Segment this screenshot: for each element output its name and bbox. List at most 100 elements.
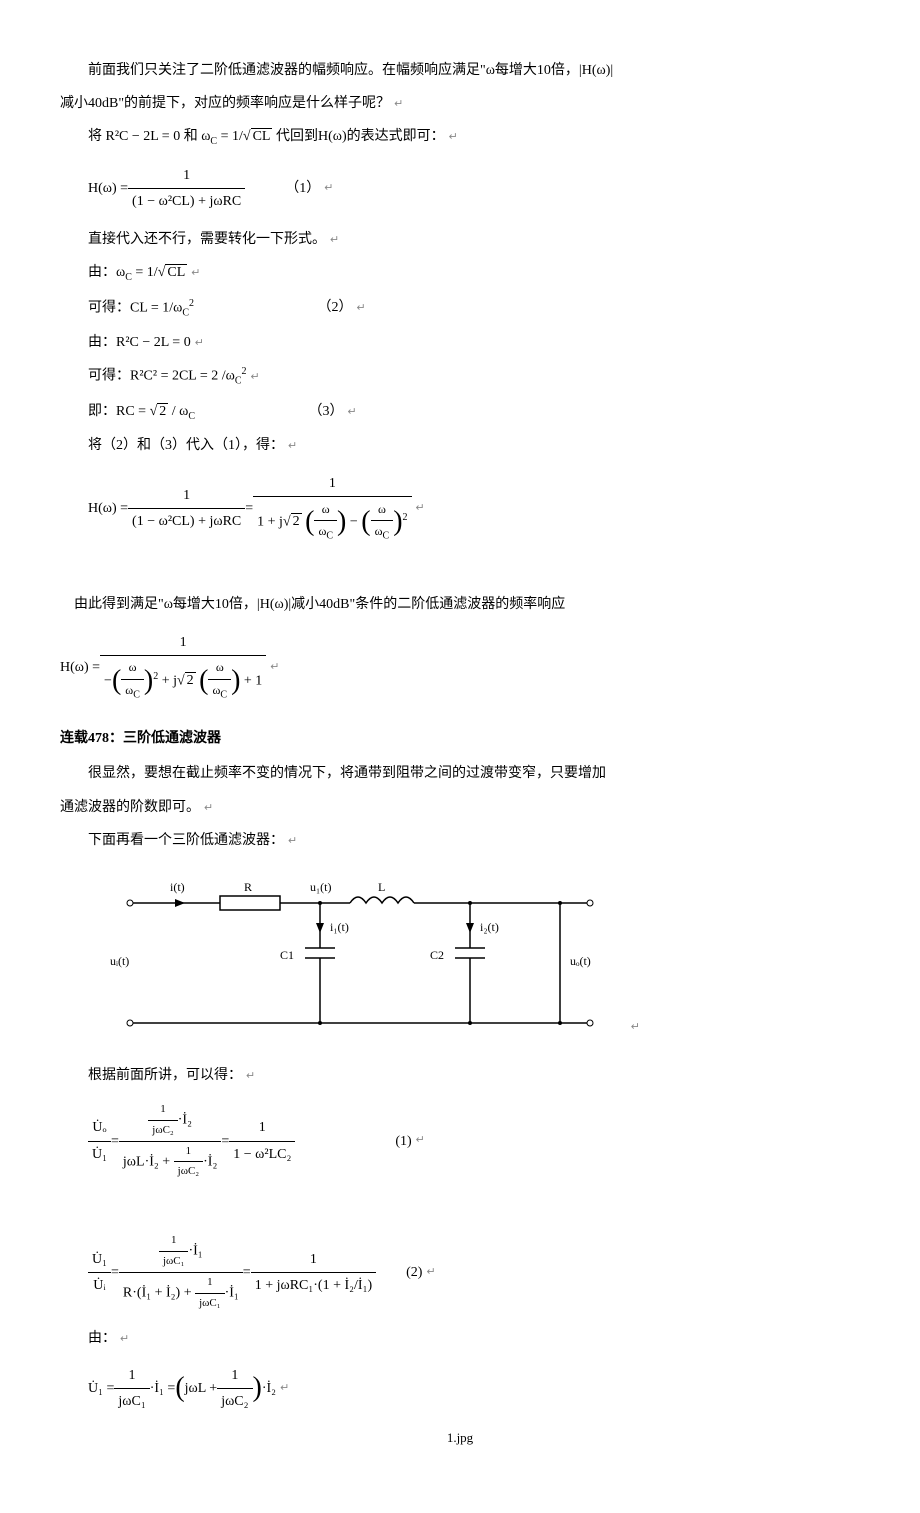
- inner-frac: 1jωC₁: [195, 1273, 224, 1314]
- section-p3: 下面再看一个三阶低通滤波器：↵: [60, 828, 860, 853]
- s: C: [220, 689, 227, 700]
- paren: (: [112, 665, 121, 696]
- return-mark: ↵: [120, 1333, 129, 1345]
- numerator: 1: [128, 163, 245, 189]
- t: ·İ₂: [203, 1154, 217, 1169]
- s: C: [133, 689, 140, 700]
- return-mark: ↵: [330, 234, 339, 246]
- line-3: 可得：CL = 1/ωC2 （2）↵: [60, 295, 860, 322]
- return-mark: ↵: [246, 1070, 255, 1082]
- text: 由：R²C − 2L = 0: [88, 335, 191, 350]
- paren: ): [337, 506, 346, 537]
- line-5: 可得：R²C² = 2CL = 2 /ωC2↵: [60, 363, 860, 390]
- lhs: H(ω) =: [60, 655, 100, 680]
- lhs-frac: U̇₁ U̇ᵢ: [88, 1247, 111, 1298]
- return-mark: ↵: [348, 406, 357, 418]
- label-r: R: [244, 877, 252, 899]
- return-mark: ↵: [191, 267, 200, 279]
- label-uit: uᵢ(t): [110, 951, 129, 973]
- lhs-frac: U̇ₒ U̇₁: [88, 1115, 111, 1166]
- eq-label: (2): [406, 1260, 422, 1285]
- text: 前面我们只关注了二阶低通滤波器的幅频响应。在幅频响应满足"ω每增大10倍，|H(…: [88, 63, 613, 78]
- den: jωL·İ₂ + 1jωC₂·İ₂: [119, 1142, 221, 1183]
- intro-line-3: 将 R²C − 2L = 0 和 ωC = 1/√CL 代回到H(ω)的表达式即…: [60, 124, 860, 151]
- label-it: i(t): [170, 877, 185, 899]
- circuit-svg: [120, 873, 620, 1043]
- mid: ·İ₁ =: [150, 1376, 176, 1401]
- section-title: 连载478：三阶低通滤波器: [60, 726, 860, 751]
- section-p2: 通滤波器的阶数即可。 ↵: [60, 795, 860, 820]
- num: ω: [314, 499, 337, 522]
- text: 将（2）和（3）代入（1），得：: [88, 438, 284, 453]
- paren: ): [231, 665, 240, 696]
- sqrt: CL: [165, 264, 187, 280]
- return-mark: ↵: [288, 440, 297, 452]
- label-l: L: [378, 877, 385, 899]
- rhs-frac: 1 1 + jωRC₁·(1 + İ₂/İ₁): [251, 1247, 376, 1298]
- paren: (: [361, 506, 370, 537]
- text: 1 + j: [257, 514, 283, 529]
- den: 1 + jωRC₁·(1 + İ₂/İ₁): [251, 1273, 376, 1298]
- den: ωC: [371, 521, 394, 545]
- intro-line-1: 前面我们只关注了二阶低通滤波器的幅频响应。在幅频响应满足"ω每增大10倍，|H(…: [60, 58, 860, 83]
- den: jωC₁: [114, 1389, 149, 1414]
- text: 直接代入还不行，需要转化一下形式。: [88, 232, 326, 247]
- d: jωC₂: [148, 1121, 177, 1141]
- n: 1: [159, 1231, 188, 1252]
- denominator: (1 − ω²CL) + jωRC: [128, 189, 245, 214]
- section2-p1: 根据前面所讲，可以得：↵: [60, 1063, 860, 1088]
- t: R·(İ₁ + İ₂) +: [123, 1286, 195, 1301]
- text: 连载478：三阶低通滤波器: [60, 731, 221, 746]
- numerator: 1: [100, 630, 266, 656]
- inner-frac: 1jωC₁: [159, 1231, 188, 1272]
- numerator: 1: [253, 471, 411, 497]
- fraction-2: 1 1 + j√2 (ωωC) − (ωωC)2: [253, 471, 411, 548]
- label-i1t: i₁(t): [330, 917, 349, 939]
- equation-full: H(ω) = 1 (1 − ω²CL) + jωRC = 1 1 + j√2 (…: [60, 471, 860, 548]
- den: R·(İ₁ + İ₂) + 1jωC₁·İ₁: [119, 1273, 243, 1314]
- paren: (: [199, 665, 208, 696]
- return-mark: ↵: [204, 802, 213, 814]
- text: 很显然，要想在截止频率不变的情况下，将通带到阻带之间的过渡带变窄，只要增加: [88, 766, 606, 781]
- n: 1: [174, 1142, 203, 1163]
- d: jωC₁: [159, 1252, 188, 1272]
- t: ·İ₁: [225, 1286, 239, 1301]
- equation-final: H(ω) = 1 −(ωωC)2 + j√2 (ωωC) + 1 ↵: [60, 630, 860, 707]
- text: 由此得到满足"ω每增大10倍，|H(ω)|减小40dB"条件的二阶低通滤波器的频…: [74, 597, 565, 612]
- t: ω: [375, 524, 383, 538]
- return-mark: ↵: [280, 1379, 289, 1399]
- denominator: −(ωωC)2 + j√2 (ωωC) + 1: [100, 656, 266, 706]
- sup: 2: [189, 298, 194, 309]
- sqrt: 2: [291, 513, 302, 529]
- num: U̇₁: [88, 1247, 111, 1273]
- text: 由：: [88, 1331, 116, 1346]
- fraction-1: 1 (1 − ω²CL) + jωRC: [128, 483, 245, 534]
- d: jωC₂: [174, 1162, 203, 1182]
- text: 减小40dB"的前提下，对应的频率响应是什么样子呢？: [60, 96, 390, 111]
- den: ωC: [314, 521, 337, 545]
- eq: =: [111, 1129, 119, 1154]
- num: 1: [217, 1363, 252, 1389]
- equation-s1: U̇ₒ U̇₁ = 1jωC₂·İ₂ jωL·İ₂ + 1jωC₂·İ₂ = 1…: [60, 1100, 860, 1182]
- lhs: U̇₁ =: [88, 1376, 114, 1401]
- denominator: 1 + j√2 (ωωC) − (ωωC)2: [253, 497, 411, 547]
- eq: =: [111, 1260, 119, 1285]
- sub: C: [235, 376, 242, 387]
- text: jωL +: [185, 1376, 218, 1401]
- den: U̇ᵢ: [88, 1273, 111, 1298]
- label-c1: C1: [280, 945, 294, 967]
- num: ω: [121, 657, 144, 680]
- text: 即：RC =: [88, 404, 150, 419]
- eq: =: [221, 1129, 229, 1154]
- return-mark: ↵: [195, 337, 204, 349]
- eq: =: [243, 1260, 251, 1285]
- label-i2t: i₂(t): [480, 917, 499, 939]
- text: 通滤波器的阶数即可。: [60, 800, 200, 815]
- num: 1: [229, 1115, 295, 1141]
- mid-frac: 1jωC₁·İ₁ R·(İ₁ + İ₂) + 1jωC₁·İ₁: [119, 1231, 243, 1313]
- sub: C: [188, 410, 195, 421]
- label-c2: C2: [430, 945, 444, 967]
- return-mark: ↵: [426, 1263, 435, 1283]
- line-1: 直接代入还不行，需要转化一下形式。 ↵: [60, 227, 860, 252]
- frac2: 1 jωC₂: [217, 1363, 252, 1414]
